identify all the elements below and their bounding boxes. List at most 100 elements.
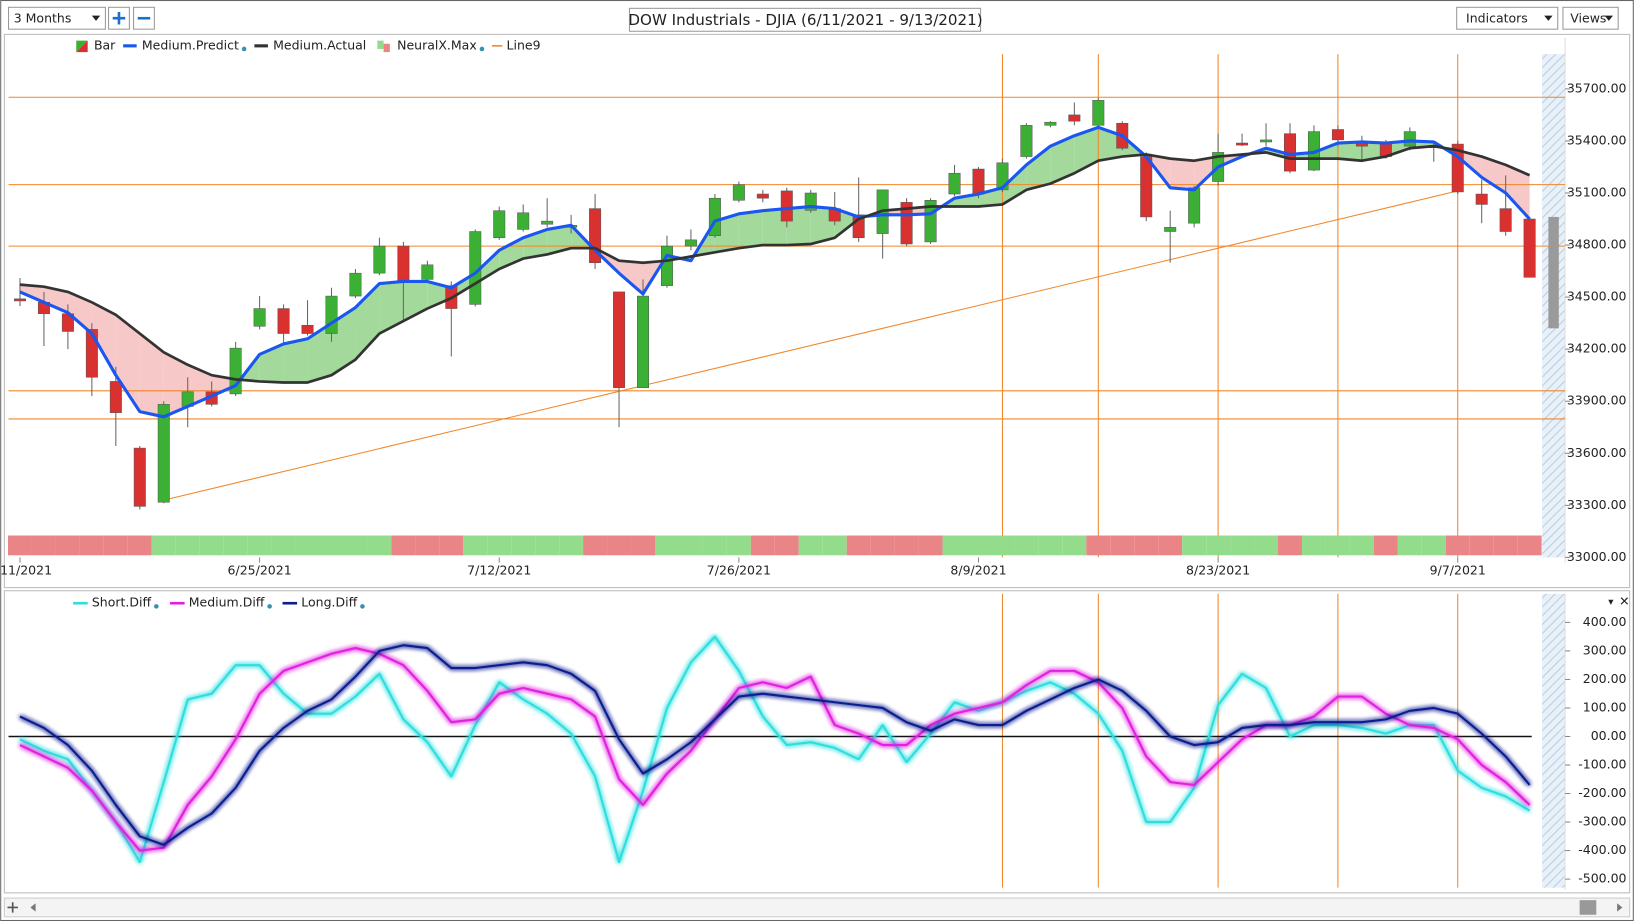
signal-segment [415,535,440,556]
signal-segment [822,535,847,556]
y-tick-label: -100.00 [1578,757,1626,772]
y-tick-label: 33900.00 [1567,393,1627,408]
candle-body [924,200,937,243]
y-tick-label: 35400.00 [1567,132,1627,147]
candle-body [1044,121,1057,126]
legend-label: Long.Diff [301,595,357,610]
signal-segment [487,535,512,556]
candle-body [157,404,170,503]
signal-segment [990,535,1015,556]
candle-body [1092,100,1105,126]
panel-close[interactable]: ✕ [1619,594,1629,609]
signal-segment [79,535,104,556]
signal-segment [1254,535,1279,556]
signal-segment [1421,535,1446,556]
fill-between [283,338,308,383]
signal-segment [151,535,176,556]
signal-segment [7,535,32,556]
signal-segment [559,535,584,556]
signal-segment [55,535,80,556]
signal-segment [1349,535,1374,556]
signal-segment [1182,535,1207,556]
dropdown-arrow [1604,15,1613,21]
series-line [19,144,1531,384]
period-dropdown[interactable] [7,6,106,30]
signal-segment [439,535,464,556]
signal-segment [654,535,679,556]
signal-segment [678,535,703,556]
signal-segment [1086,535,1111,556]
y-tick-label: 33000.00 [1567,549,1627,564]
signal-segment [583,535,608,556]
panel-menu[interactable]: ▾ [1608,596,1614,608]
fill-between [547,225,572,255]
candle-body [349,272,362,297]
candle-body [1164,227,1177,232]
scroll-thumb[interactable] [1579,900,1597,915]
signal-segment [511,535,536,556]
candle-body [373,245,386,274]
signal-segment [199,535,224,556]
candle-body [301,324,314,334]
legend-icon [76,40,88,53]
candle-body [684,239,697,247]
fill-between [1481,156,1506,193]
x-tick-label: 8/23/2021 [1186,562,1250,577]
fill-between [115,314,140,412]
scrollbar [3,897,1631,918]
candle-body [708,197,721,236]
fill-between [619,260,644,294]
signal-segment [1493,535,1518,556]
scroll-left[interactable] [30,903,36,912]
signal-segment [1158,535,1183,556]
y-tick-label: 34200.00 [1567,341,1627,356]
series-line [19,644,1531,846]
legend-label: NeuralX.Max [397,37,477,52]
y-tick-label: -500.00 [1578,871,1626,886]
series-line [19,635,1531,864]
signal-segment [535,535,560,556]
trend-line [163,190,1458,501]
candle-body [756,193,769,199]
signal-segment [367,535,392,556]
signal-segment [774,535,799,556]
candle-body [1140,156,1153,218]
fill-between [1026,146,1051,190]
signal-segment [870,535,895,556]
fill-between [1337,141,1362,161]
legend-label: Medium.Predict [142,37,239,52]
signal-segment [631,535,655,556]
candle-body [277,308,290,334]
candle-body [1068,114,1081,122]
fill-between [1170,158,1195,190]
chart-title: DOW Industrials - DJIA (6/11/2021 - 9/13… [628,11,982,29]
candle-body [852,214,865,239]
indicators-dropdown[interactable] [1456,6,1559,30]
candle-body [493,210,506,239]
signal-segment [175,535,200,556]
signal-segment [607,535,632,556]
signal-segment [966,535,991,556]
candle-body [325,295,338,334]
candle-body [1499,208,1512,232]
candle-body [85,329,98,378]
legend-icon [383,43,390,53]
title-box [628,7,982,32]
fill-between [738,210,763,249]
signal-segment [463,535,488,556]
views-dropdown[interactable] [1562,6,1619,30]
fill-between [43,286,68,313]
signal-segment [1517,535,1542,556]
dropdown-arrow [1544,15,1553,21]
candle-body [1236,142,1249,146]
signal-segment [750,535,775,556]
scroll-right[interactable] [1617,903,1623,912]
scroll-track[interactable] [3,897,1631,918]
candle-body [1403,131,1416,147]
plus-icon[interactable] [7,902,18,913]
signal-segment [1469,535,1494,556]
signal-segment [271,535,296,556]
signal-segment [846,535,871,556]
candle-body [613,291,626,388]
